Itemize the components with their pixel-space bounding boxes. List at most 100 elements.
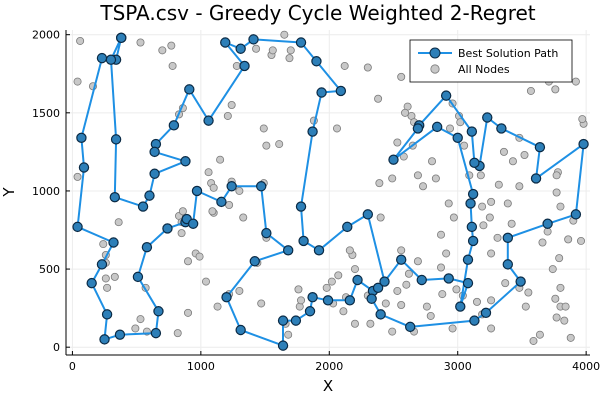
node-point xyxy=(393,286,402,295)
path-point xyxy=(141,241,153,253)
path-point xyxy=(137,201,149,212)
node-point xyxy=(448,324,457,333)
node-point xyxy=(286,46,295,55)
path-point xyxy=(412,123,424,134)
node-point xyxy=(103,283,112,292)
y-ticks: 0 500 1000 1500 2000 xyxy=(32,29,70,354)
node-point xyxy=(404,269,413,278)
path-point xyxy=(109,191,121,203)
path-point xyxy=(316,87,327,98)
path-point xyxy=(542,218,553,229)
node-point xyxy=(322,283,331,292)
path-point xyxy=(352,274,363,286)
node-point xyxy=(485,213,494,222)
path-point xyxy=(502,232,514,244)
path-point xyxy=(515,276,526,287)
legend-label-path: Best Solution Path xyxy=(458,47,558,60)
path-point xyxy=(404,321,416,333)
node-point xyxy=(388,327,397,336)
path-point xyxy=(184,84,195,95)
path-point xyxy=(570,209,582,220)
node-point xyxy=(515,182,524,191)
node-point xyxy=(413,257,422,266)
node-point xyxy=(402,280,411,289)
node-point xyxy=(339,307,348,316)
node-point xyxy=(332,124,341,133)
path-point xyxy=(150,327,162,339)
path-point xyxy=(465,198,476,209)
path-point xyxy=(96,259,108,270)
path-point xyxy=(298,235,309,247)
y-axis-label: Y xyxy=(0,187,18,198)
path-point xyxy=(578,138,589,150)
node-point xyxy=(340,61,349,70)
path-point xyxy=(168,120,180,131)
node-point xyxy=(556,202,565,211)
node-point xyxy=(216,155,225,164)
path-point xyxy=(96,52,108,64)
node-point xyxy=(99,240,108,249)
node-point xyxy=(268,46,277,55)
node-point xyxy=(401,108,410,117)
node-point xyxy=(235,186,244,195)
path-point xyxy=(76,132,87,144)
node-point xyxy=(375,179,384,188)
grid-lines xyxy=(66,30,590,355)
path-point xyxy=(469,315,480,326)
path-point xyxy=(99,334,110,345)
node-point xyxy=(535,330,544,339)
path-point xyxy=(162,223,173,234)
path-point xyxy=(295,201,307,212)
path-point xyxy=(452,132,463,144)
node-point xyxy=(444,199,453,208)
path-point xyxy=(307,126,318,137)
path-point xyxy=(466,126,478,137)
path-point xyxy=(105,54,117,65)
path-point xyxy=(372,282,384,294)
x-axis-label: X xyxy=(323,377,333,395)
path-point xyxy=(282,245,294,256)
path-point xyxy=(307,291,318,303)
node-point xyxy=(345,246,354,255)
y-tick-label: 500 xyxy=(39,263,60,276)
node-point xyxy=(239,213,248,222)
node-point xyxy=(520,150,529,159)
path-point xyxy=(466,221,478,233)
node-point xyxy=(508,157,517,166)
node-point xyxy=(551,85,560,94)
path-point xyxy=(496,123,507,134)
node-point xyxy=(280,30,289,39)
path-point xyxy=(467,235,479,247)
path-point xyxy=(322,295,334,306)
node-point xyxy=(551,294,560,303)
node-point xyxy=(275,140,284,149)
node-point xyxy=(397,72,406,81)
path-point xyxy=(78,162,90,173)
path-point xyxy=(277,315,289,326)
path-point xyxy=(72,221,83,233)
path-point xyxy=(249,256,260,267)
path-point xyxy=(379,276,390,287)
path-point xyxy=(469,157,480,169)
node-point xyxy=(494,180,503,189)
node-point xyxy=(578,115,587,124)
node-point xyxy=(208,207,217,216)
node-point xyxy=(555,254,564,263)
node-point xyxy=(350,319,359,328)
y-tick-label: 1500 xyxy=(32,107,60,120)
path-point xyxy=(221,291,232,303)
node-point xyxy=(388,174,397,183)
node-point xyxy=(552,313,561,322)
node-point xyxy=(431,174,440,183)
node-point xyxy=(227,101,236,110)
path-point xyxy=(116,32,127,44)
path-point xyxy=(277,340,289,351)
node-point xyxy=(566,333,575,342)
node-point xyxy=(521,302,530,311)
path-point xyxy=(366,293,377,304)
node-point xyxy=(460,141,469,150)
path-point xyxy=(203,115,214,126)
node-point xyxy=(552,188,561,197)
node-point xyxy=(381,299,390,308)
